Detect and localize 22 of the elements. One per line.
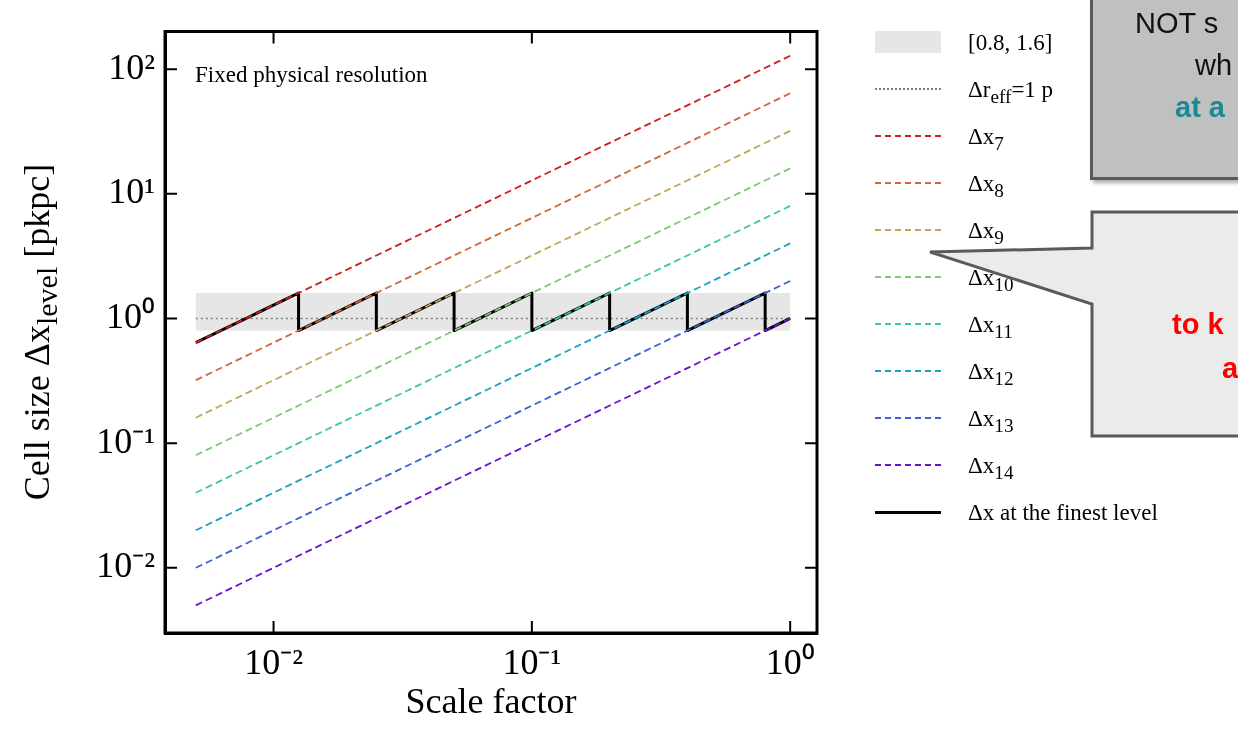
legend-label: Δx at the finest level [968,499,1158,527]
y-tick-label: 10¹ [108,171,155,212]
legend-label: [0.8, 1.6] [968,29,1053,57]
y-tick-label: 10⁰ [106,295,155,336]
y-tick-label: 10⁻¹ [96,420,155,461]
callout-box: NOT s wh at a [1090,0,1238,180]
x-tick-label: 10⁻² [244,642,303,683]
x-tick-label: 10⁰ [765,642,815,683]
legend-label: Δx$_{13}$ [968,405,1014,438]
legend-label: Δx$_{14}$ [968,452,1014,485]
legend-label: Δx$_{10}$ [968,264,1014,297]
y-tick-label: 10⁻² [96,545,155,586]
legend-label: Δr$_{eff}$=1 p [968,76,1054,109]
legend-label: Δx$_{9}$ [968,217,1004,250]
legend-label: Δx$_{12}$ [968,358,1014,391]
legend-label: Δx$_{8}$ [968,170,1004,203]
legend-label: Δx$_{11}$ [968,311,1013,344]
annotation: Fixed physical resolution [195,61,428,88]
legend-label: Δx$_{7}$ [968,123,1004,156]
y-tick-label: 10² [108,46,155,87]
x-axis-title: Scale factor [405,680,577,722]
x-tick-label: 10⁻¹ [502,642,562,683]
